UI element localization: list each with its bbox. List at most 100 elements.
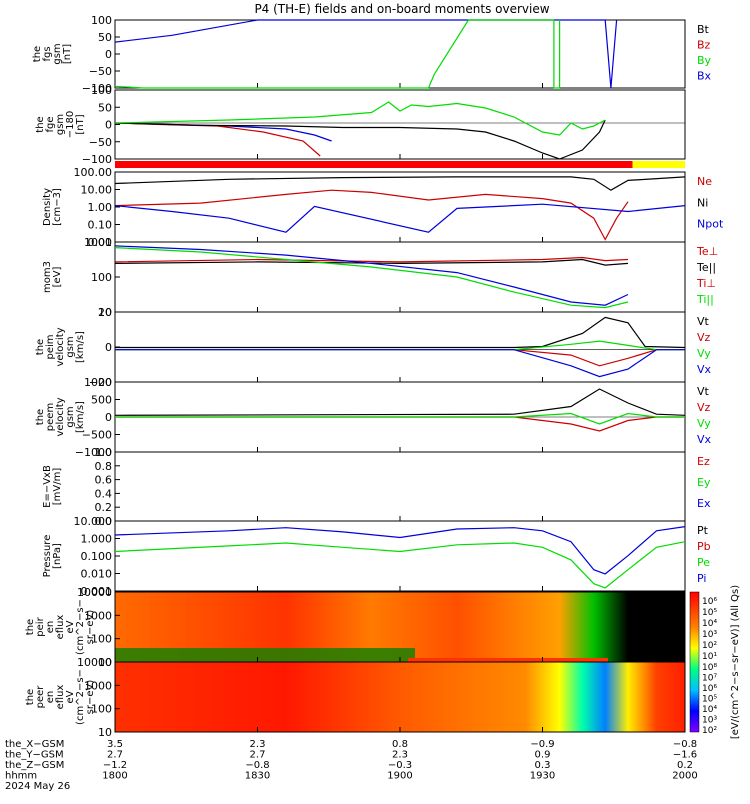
y-axis-label-line: E=−VxB	[42, 465, 53, 508]
legend-entry-peim: Vy	[697, 347, 711, 360]
legend-entry-pressure: Pe	[697, 556, 710, 569]
x-tick-label-y: 2.3	[392, 750, 408, 761]
series-fgs-By	[114, 19, 561, 89]
y-tick-label: 20	[98, 306, 112, 319]
y-axis-label-line: the	[35, 339, 46, 355]
y-axis-label-line: (cm^2−s−	[75, 599, 86, 655]
y-tick-label: 1.00	[88, 201, 113, 214]
series-peim-Vx	[115, 349, 685, 378]
y-tick-label: 0	[105, 119, 112, 132]
y-tick-label: 0.2	[95, 501, 113, 514]
y-tick-label: 100	[91, 271, 112, 284]
x-row-label: hhmm	[5, 771, 37, 782]
y-axis-label-line: [km/s]	[75, 401, 86, 433]
x-tick-label-z: −1.2	[103, 760, 127, 771]
y-axis-label-line: fgs	[42, 46, 53, 61]
y-tick-label: 1000	[84, 236, 112, 249]
y-axis-label-line: [nT]	[75, 114, 86, 134]
legend-entry-efield: Ey	[697, 476, 711, 489]
colorbar-tick-label: 10⁴	[702, 705, 717, 715]
x-row-label: the_Z−GSM	[5, 760, 64, 771]
x-tick-label-z: 0.2	[677, 760, 693, 771]
series-fge-Bt	[114, 119, 606, 160]
y-axis-label-line: −180	[65, 111, 76, 138]
mode-bar-yellow	[632, 161, 685, 168]
y-tick-label: 50	[98, 31, 112, 44]
colorbar-tick-label: 10⁶	[702, 684, 717, 694]
legend-entry-peem: Vz	[697, 401, 711, 414]
y-tick-label: 10000	[77, 656, 112, 669]
y-axis-label-line: velocity	[55, 327, 66, 366]
colorbar-tick-label: 10⁸	[702, 663, 717, 673]
y-tick-label: 1000	[84, 609, 112, 622]
y-axis-label-line: velocity	[55, 397, 66, 436]
x-tick-label-x: 2.3	[250, 739, 266, 750]
legend-entry-peim: Vz	[697, 331, 711, 344]
y-axis-label-line: peim	[45, 334, 56, 359]
legend-entry-pressure: Pb	[697, 540, 711, 553]
y-tick-label: 0.4	[95, 487, 113, 500]
colorbar: 10⁶10⁵10⁴10³10²10¹10⁸10⁷10⁶10⁵10⁴10³10²[…	[689, 585, 741, 739]
x-row-label: the_Y−GSM	[5, 750, 64, 761]
y-axis-label-line: sr−eV)	[85, 680, 96, 715]
colorbar-tick-label: 10⁴	[702, 619, 717, 629]
y-axis-label-line: [eV]	[52, 267, 63, 288]
peer-spectrogram	[115, 662, 685, 732]
y-tick-label: 0.10	[88, 219, 113, 232]
series-pressure-Pi	[114, 526, 686, 575]
y-tick-label: 0	[105, 411, 112, 424]
y-tick-label: 0.0	[95, 515, 113, 528]
x-tick-label-t: 1900	[387, 771, 412, 782]
y-tick-label: 100.00	[74, 166, 113, 179]
y-tick-label: 10000	[77, 586, 112, 599]
y-axis-label-line: the	[35, 409, 46, 425]
y-axis-label-line: eflux	[55, 615, 66, 640]
y-tick-label: 0.6	[95, 474, 113, 487]
y-tick-label: 500	[91, 394, 112, 407]
y-axis-label-line: en	[45, 621, 56, 634]
legend-entry-peem: Vt	[697, 385, 710, 398]
x-tick-label-z: 0.3	[535, 760, 551, 771]
y-axis-label-line: [mV/m]	[52, 468, 63, 506]
y-axis-label-line: gsm	[65, 336, 76, 357]
x-tick-label-y: −1.6	[673, 750, 697, 761]
y-tick-label: 100	[91, 703, 112, 716]
y-axis-label-line: eV	[65, 620, 76, 633]
legend-entry-fgs: By	[697, 54, 712, 67]
legend-entry-fgs: Bx	[697, 70, 712, 83]
colorbar-tick-label: 10⁷	[702, 674, 717, 684]
series-fgs-Bx	[114, 19, 618, 89]
series-density-Npot	[114, 203, 686, 233]
y-axis-label-line: [nT]	[62, 44, 73, 64]
colorbar-tick-label: 10²	[702, 641, 717, 651]
y-tick-label: 1.000	[81, 533, 113, 546]
y-tick-label: 100	[91, 84, 112, 97]
y-axis-label-line: sr−eV)	[85, 610, 96, 645]
y-tick-label: 0.01	[88, 236, 113, 249]
y-tick-label: 0.001	[81, 585, 113, 598]
x-tick-label-y: 2.7	[250, 750, 266, 761]
legend-entry-peem: Vx	[697, 433, 712, 446]
y-tick-label: −500	[82, 429, 112, 442]
legend-entry-density: Ne	[697, 175, 712, 188]
y-axis-label-line: en	[45, 691, 56, 704]
x-tick-label-t: 1800	[102, 771, 127, 782]
x-tick-label-t: 2000	[672, 771, 697, 782]
series-peim-Vt	[115, 316, 686, 349]
x-tick-label-t: 1930	[530, 771, 555, 782]
legend-entry-fgs: Bt	[697, 23, 710, 36]
y-tick-label: 0.010	[81, 568, 113, 581]
x-tick-label-x: −0.8	[673, 739, 697, 750]
y-tick-label: 10	[98, 726, 112, 739]
series-temp-Te⊥	[114, 256, 629, 263]
legend-entry-temp: Ti⊥	[696, 277, 716, 290]
colorbar-tick-label: 10⁵	[702, 608, 717, 618]
colorbar-tick-label: 10⁶	[702, 597, 717, 607]
y-tick-label: 100	[91, 633, 112, 646]
x-tick-label-x: −0.9	[530, 739, 554, 750]
y-axis-label-line: eflux	[55, 685, 66, 710]
y-axis-label-line: the	[32, 46, 43, 62]
y-tick-label: 50	[98, 101, 112, 114]
legend-entry-temp: Te||	[696, 261, 716, 274]
